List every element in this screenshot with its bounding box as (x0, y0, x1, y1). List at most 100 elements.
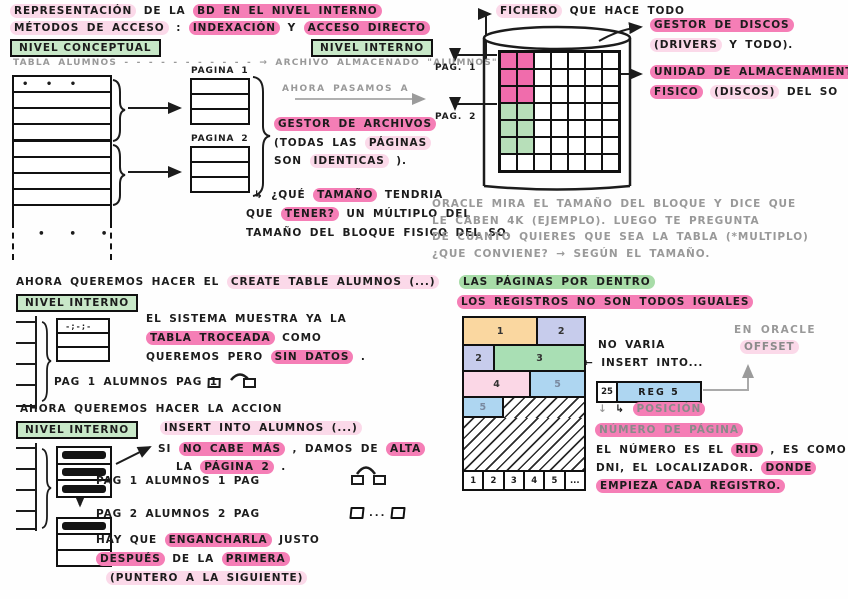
table-continuation-dashed (12, 222, 112, 260)
record-scribble (62, 468, 106, 476)
free-space-row (464, 418, 584, 470)
pages-with-gap-icon: ... (349, 507, 407, 519)
disk-block-cell (568, 103, 585, 120)
offset-connector-arrow (703, 364, 754, 391)
new-page2-table (56, 517, 112, 567)
disk-block-cell (534, 52, 551, 69)
column-placeholders: -;-;- (66, 321, 93, 331)
drivers-y-todo: (DRIVERS Y TODO). (650, 38, 793, 52)
disk-block-cell (517, 154, 534, 171)
nivel-interno-box-3: NIVEL INTERNO (16, 421, 139, 439)
disk-block-cell (551, 103, 568, 120)
disk-pag1-label: PAG. 1 (435, 63, 477, 73)
ahora-pasamos-label: AHORA PASAMOS A (282, 84, 410, 94)
record-2: 2 (538, 318, 584, 344)
record-4: 4 (464, 372, 532, 396)
disk-cylinder-bottom (483, 184, 631, 191)
disk-pag2-label: PAG. 2 (435, 112, 477, 122)
oracle-note-line2: LE CABEN 4K (EJEMPLO). LUEGO TE PREGUNTA (432, 215, 760, 227)
record-row: 4 5 (464, 370, 584, 396)
page-icon (390, 507, 407, 519)
disk-block-cell (602, 137, 619, 154)
brace-group-2 (112, 144, 126, 206)
oracle-note-line3: DE CUANTO QUIERES QUE SEA LA TABLA (*MUL… (432, 231, 809, 243)
no-cabe-line-2: LA PÁGINA 2 . (176, 460, 287, 474)
title-line-2: MÉTODOS DE ACCESO : INDEXACIÓN Y ACCESO … (10, 21, 430, 35)
brace-group-1 (112, 79, 126, 142)
disk-block-cell (551, 69, 568, 86)
oracle-note-line4: ¿QUE CONVIENE? → SEGÚN EL TAMAÑO. (432, 248, 711, 260)
que-tamano-line2: QUE TENER? UN MÚLTIPLO DEL (246, 207, 471, 221)
rid-line-2: DNI, EL LOCALIZADOR. DONDE (596, 461, 817, 475)
schema-ticks-insert (16, 443, 37, 531)
disk-block-cell (585, 120, 602, 137)
pag1-alumnos-line: PAG 1 ALUMNOS PAG 1 (54, 376, 218, 388)
disk-block-cell (602, 154, 619, 171)
disk-block-cell (585, 69, 602, 86)
disk-block-cell (517, 52, 534, 69)
offset-label: OFFSET (740, 340, 799, 354)
disk-block-cell (602, 86, 619, 103)
record-5: 5 (531, 372, 584, 396)
fichero-label: FICHERO QUE HACE TODO (496, 4, 685, 18)
continuation-dots: • • • (38, 228, 117, 240)
paginas-por-dentro-title: LAS PÁGINAS POR DENTRO (459, 275, 655, 289)
disk-block-cell (551, 154, 568, 171)
empty-paged-table: -;-;- (56, 318, 110, 362)
nivel-interno-box: NIVEL INTERNO (311, 39, 434, 57)
record-offset-cell: 25 (598, 383, 618, 401)
unidad-almacenamiento-1: UNIDAD DE ALMACENAMIENTO (650, 65, 848, 79)
disk-block-cell (568, 154, 585, 171)
pag1-alumnos-insert-line: PAG 1 ALUMNOS 1 PAG (96, 475, 260, 487)
conceptual-table: • • • (12, 75, 112, 206)
disk-block-cell (551, 137, 568, 154)
arrow-no-cabe (115, 446, 152, 465)
fichero-connector-arrow (478, 8, 492, 60)
disk-block-cell (551, 86, 568, 103)
record-5b: 5 (464, 398, 504, 418)
pagina2-table (190, 146, 250, 193)
mapping-line: TABLA ALUMNOS - - - - - - - - - - - → AR… (13, 58, 498, 68)
title-line-1: REPRESENTACIÓN DE LA BD EN EL NIVEL INTE… (10, 4, 382, 18)
record-row: 1 2 (464, 318, 584, 344)
pag2-alumnos-insert-line: PAG 2 ALUMNOS 2 PAG (96, 508, 260, 520)
disk-block-cell (585, 137, 602, 154)
disk-block-cell (585, 103, 602, 120)
brace-paginas (252, 76, 271, 197)
que-tamano-line1: ↳ ¿QUÉ TAMAÑO TENDRIA (254, 188, 444, 202)
gestor-discos: GESTOR DE DISCOS (650, 18, 794, 32)
disk-block-cell (568, 86, 585, 103)
disk-block-cell (500, 120, 517, 137)
puntero-line: (PUNTERO A LA SIGUIENTE) (106, 571, 308, 585)
record-row: 5 (464, 396, 584, 418)
slot-more: ... (569, 475, 580, 486)
todas-las-paginas: (TODAS LAS PÁGINAS (274, 136, 432, 150)
page-records-box: 1 2 2 3 4 5 5 1 2 3 4 5 ... (462, 316, 586, 491)
record-scribble (62, 484, 106, 493)
create-body-1: EL SISTEMA MUESTRA YA LA (146, 313, 347, 325)
free-space-hatch (464, 418, 584, 470)
disk-block-cell (500, 86, 517, 103)
disk-block-cell (568, 69, 585, 86)
rid-line-3: EMPIEZA CADA REGISTRO. (596, 479, 786, 493)
record-scribble (62, 451, 106, 460)
pag2-pointer (449, 97, 497, 111)
record-row: 2 3 (464, 344, 584, 370)
disk-cylinder-top (482, 25, 632, 51)
slot-4: 4 (525, 472, 546, 489)
create-body-2: TABLA TROCEADA COMO (146, 331, 322, 345)
que-tamano-line3: TAMAÑO DEL BLOQUE FISICO DEL SO. (246, 227, 512, 239)
disk-block-cell (534, 69, 551, 86)
disk-block-cell (517, 120, 534, 137)
insert-title-1: AHORA QUEREMOS HACER LA ACCION (20, 403, 283, 415)
disk-grid (498, 50, 621, 173)
disk-block-cell (585, 52, 602, 69)
disk-block-cell (551, 120, 568, 137)
disk-block-cell (534, 120, 551, 137)
nivel-interno-box-2: NIVEL INTERNO (16, 294, 139, 312)
free-space-hatch (503, 398, 584, 418)
disk-block-cell (568, 52, 585, 69)
insert-into-statement: INSERT INTO ALUMNOS (...) (160, 421, 362, 435)
schema-brace-create (41, 321, 52, 402)
